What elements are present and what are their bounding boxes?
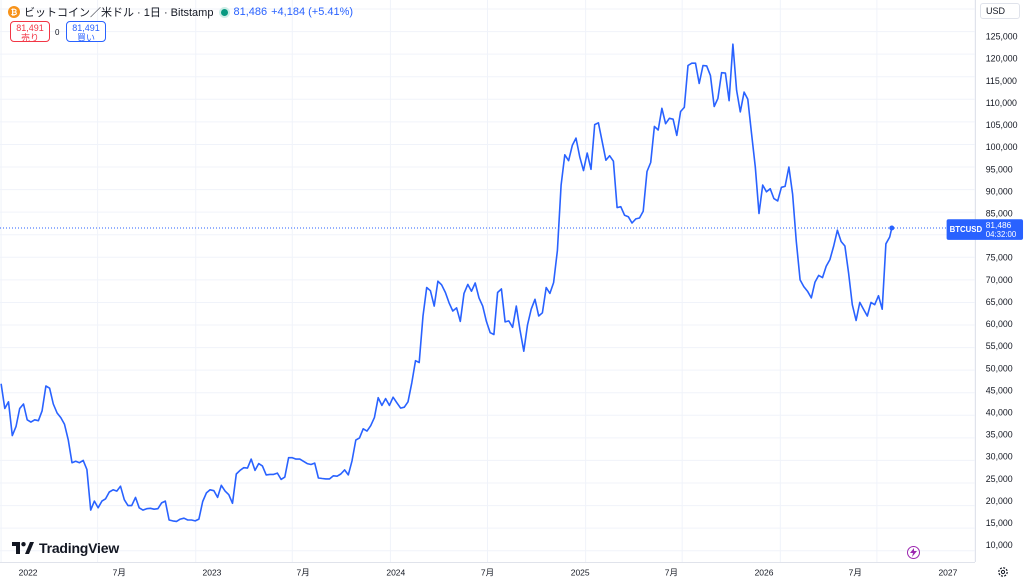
y-tick-label: 50,000 <box>986 363 1013 373</box>
last-price-value: 81,486 <box>233 6 268 18</box>
y-tick-label: 10,000 <box>986 540 1013 550</box>
price-tag-symbol: BTCUSD <box>950 225 983 234</box>
x-tick-label: 7月 <box>665 567 678 577</box>
market-status-icon <box>221 8 229 16</box>
y-tick-label: 60,000 <box>986 319 1013 329</box>
sell-label: 売り <box>20 33 39 43</box>
price-series-line <box>0 43 893 523</box>
tradingview-logo[interactable]: TradingView <box>12 540 119 556</box>
buy-label: 買い <box>76 33 95 43</box>
price-tag-countdown: 04:32:00 <box>986 230 1017 239</box>
tradingview-logo-icon <box>12 542 34 554</box>
sell-price: 81,491 <box>16 23 44 33</box>
y-tick-label: 95,000 <box>986 164 1013 174</box>
y-tick-label: 120,000 <box>986 54 1018 64</box>
gear-icon[interactable] <box>997 566 1009 578</box>
last-price-dot <box>889 225 895 231</box>
y-tick-label: 115,000 <box>986 76 1017 86</box>
price-change-value: +4,184 (+5.41%) <box>271 6 354 18</box>
y-tick-label: 55,000 <box>986 341 1013 351</box>
y-tick-label: 75,000 <box>986 253 1013 263</box>
sell-button[interactable]: 81,491 売り <box>10 21 50 43</box>
y-tick-label: 100,000 <box>986 142 1018 152</box>
y-tick-label: 35,000 <box>986 430 1013 440</box>
y-tick-label: 45,000 <box>986 385 1013 395</box>
tradingview-logo-text: TradingView <box>39 540 120 556</box>
x-tick-label: 7月 <box>297 567 310 577</box>
y-tick-label: 90,000 <box>986 186 1013 196</box>
buy-price: 81,491 <box>72 23 100 33</box>
bitcoin-icon: ₿ <box>8 6 20 18</box>
x-tick-label: 2024 <box>386 567 405 577</box>
buy-button[interactable]: 81,491 買い <box>66 21 106 43</box>
price-tag-price: 81,486 <box>986 220 1012 230</box>
spread-value: 0 <box>55 28 60 37</box>
y-tick-label: 15,000 <box>986 518 1013 528</box>
y-tick-label: 85,000 <box>986 209 1013 219</box>
x-tick-label: 2026 <box>755 567 774 577</box>
y-tick-label: 40,000 <box>986 407 1013 417</box>
time-axis[interactable]: 2022 7月 2023 7月 2024 7月 2025 7月 2026 7月 2027 <box>0 562 975 580</box>
x-tick-label: 2027 <box>938 567 957 577</box>
symbol-header: ₿ ビットコイン／米ドル · 1日 · Bitstamp 81,486 +4,1… <box>8 4 353 20</box>
y-tick-label: 110,000 <box>986 98 1017 108</box>
chart-grid <box>0 0 975 562</box>
x-tick-label: 7月 <box>849 567 862 577</box>
y-tick-label: 125,000 <box>986 32 1018 42</box>
lightning-icon[interactable] <box>907 546 920 559</box>
x-tick-label: 2023 <box>202 567 221 577</box>
price-axis[interactable]: 10,000 15,000 20,000 25,000 30,000 35,000 40,0… <box>946 0 1024 562</box>
y-tick-label: 20,000 <box>986 496 1013 506</box>
y-tick-label: 30,000 <box>986 452 1013 462</box>
x-tick-label: 7月 <box>113 567 126 577</box>
chart-plot-area[interactable] <box>0 0 975 562</box>
y-tick-label: 70,000 <box>986 275 1013 285</box>
x-tick-label: 2025 <box>571 567 590 577</box>
y-tick-label: 65,000 <box>986 297 1013 307</box>
x-tick-label: 7月 <box>481 567 494 577</box>
y-tick-label: 105,000 <box>986 120 1018 130</box>
x-tick-label: 2022 <box>19 567 38 577</box>
y-tick-label: 25,000 <box>986 474 1013 484</box>
currency-select[interactable]: USD <box>980 3 1020 19</box>
symbol-title[interactable]: ビットコイン／米ドル · 1日 · Bitstamp <box>24 7 214 19</box>
